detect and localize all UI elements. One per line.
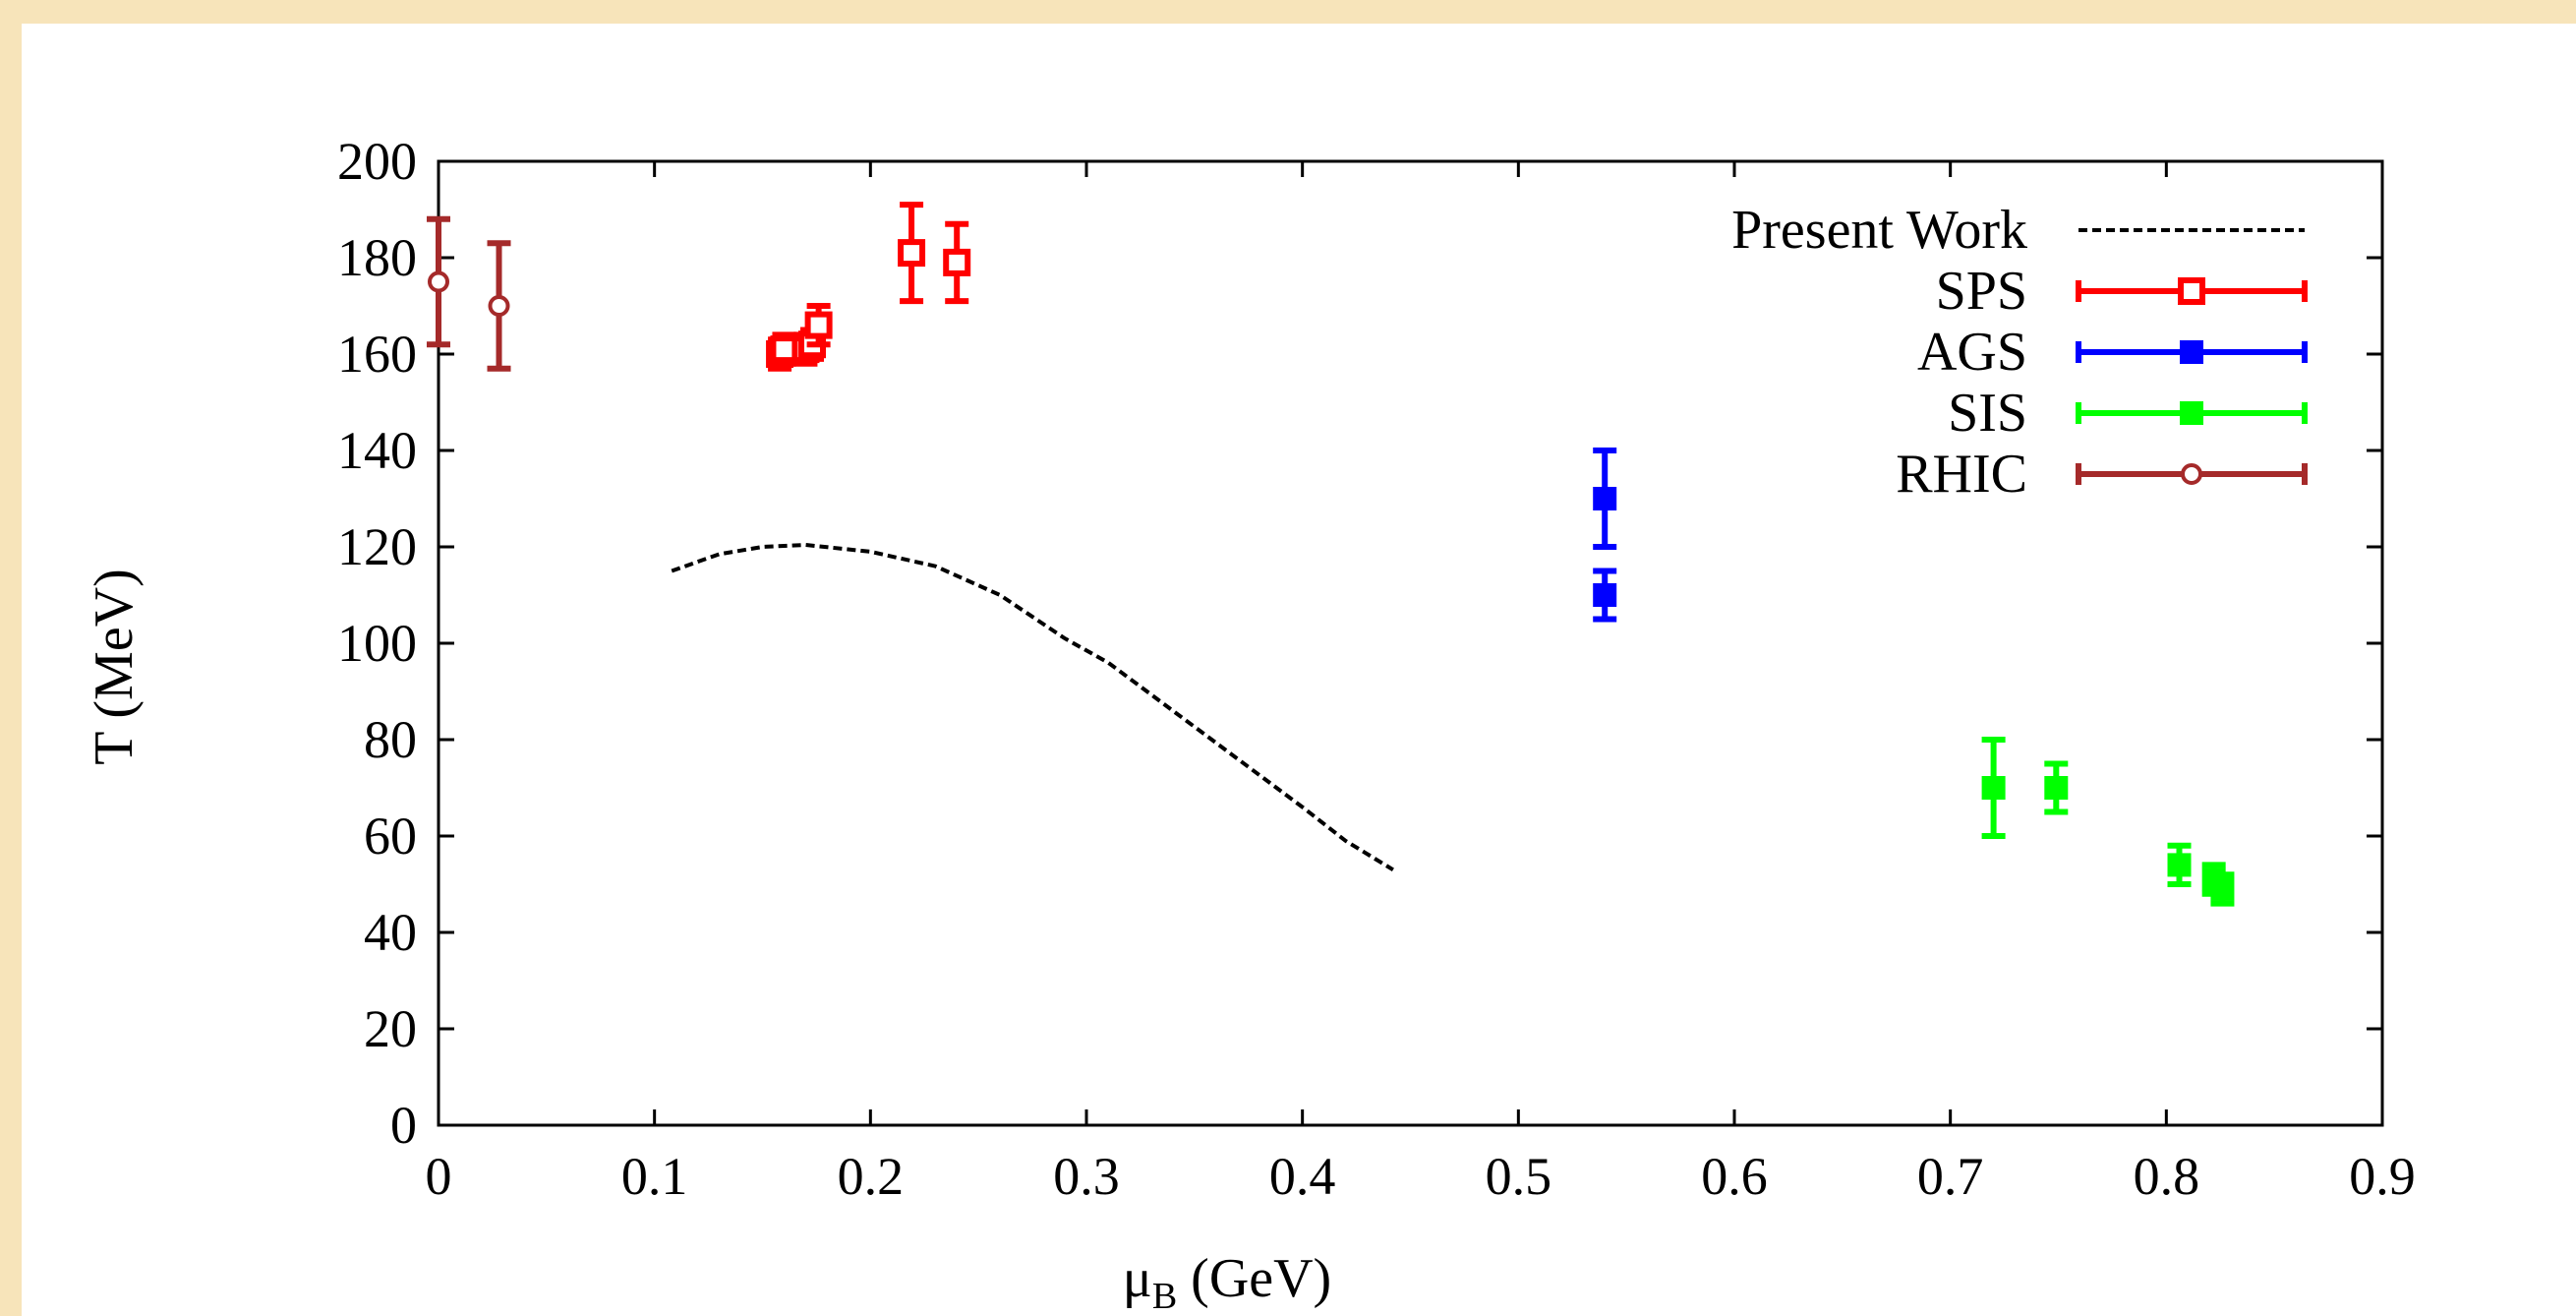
marker [1593,487,1617,510]
y-tick-label: 60 [364,807,417,866]
data-point-sis [2210,871,2235,907]
plot-area [437,159,2384,1127]
y-tick-label: 120 [337,517,417,576]
data-point-sps [804,303,833,348]
y-axis-label: T (MeV) [84,568,145,765]
legend-label: RHIC [1896,444,2027,505]
legend-entry-ags: AGS [1917,322,2308,383]
legend-marker [2180,401,2203,425]
legend-entry-sps: SPS [1936,261,2308,322]
series-sis [1981,737,2235,907]
legend-entry-sis: SIS [1948,383,2308,444]
x-axis-ticks: 0 0.1 0.2 0.3 0.4 0.5 0.6 0.7 0.8 0.9 [426,161,2416,1206]
x-tick-label: 0.5 [1486,1147,1552,1206]
y-tick-label: 40 [364,903,417,962]
marker [898,239,926,268]
legend-marker [2180,340,2203,364]
x-axis-label-unit: (GeV) [1177,1248,1331,1309]
x-tick-label: 0.4 [1269,1147,1336,1206]
legend-entry-present-work: Present Work [1731,200,2305,261]
x-axis-label-symbol: μ [1123,1248,1152,1309]
x-tick-label: 0.3 [1053,1147,1120,1206]
marker [428,270,449,293]
chart-frame: 0 20 40 60 80 100 120 140 160 180 200 0 0.1 0.2 0.3 0.… [22,24,2576,1316]
marker [488,295,510,317]
data-point-sis [1981,737,2006,839]
y-tick-label: 200 [337,132,417,191]
legend-marker [2178,277,2205,305]
y-tick-label: 180 [337,228,417,287]
y-tick-label: 140 [337,421,417,480]
data-point-rhic [427,215,450,348]
legend-marker [2181,463,2202,485]
x-tick-label: 0.2 [838,1147,905,1206]
y-tick-label: 100 [337,614,417,673]
x-axis-label-subscript: B [1152,1276,1177,1316]
x-tick-label: 0.1 [621,1147,688,1206]
marker [1593,583,1617,607]
data-point-ags [1593,568,1617,623]
y-tick-label: 0 [390,1096,417,1155]
x-axis-label: μB (GeV) [1123,1248,1331,1316]
legend-label: Present Work [1731,200,2027,261]
marker [804,311,833,339]
marker [2210,876,2235,901]
marker [943,248,971,276]
y-axis-ticks: 0 20 40 60 80 100 120 140 160 180 200 [337,132,2382,1155]
marker [2044,776,2069,800]
series-rhic [427,215,511,372]
data-point-sps [770,331,798,367]
marker [2167,853,2192,877]
y-tick-label: 20 [364,999,417,1058]
x-tick-label: 0.8 [2134,1147,2200,1206]
data-point-sis [2167,842,2192,887]
curve-present-work [671,542,1394,872]
marker [1981,776,2006,800]
legend-label: AGS [1917,322,2027,383]
y-tick-label: 160 [337,325,417,384]
legend-label: SPS [1936,261,2027,322]
legend-label: SIS [1948,383,2027,444]
data-point-sis [2044,760,2069,815]
x-tick-label: 0.6 [1701,1147,1768,1206]
x-tick-label: 0.9 [2349,1147,2416,1206]
legend-entry-rhic: RHIC [1896,444,2308,505]
series-ags [1593,448,1617,623]
data-point-sps [943,220,971,305]
x-tick-label: 0 [426,1147,452,1206]
series-present-work [671,542,1394,872]
x-tick-label: 0.7 [1917,1147,1984,1206]
series-sps [766,202,971,372]
marker [770,335,798,364]
data-point-rhic [487,240,511,372]
plot-border [437,159,2384,1127]
data-point-sps [898,202,926,305]
data-point-ags [1593,448,1617,550]
y-tick-label: 80 [364,710,417,769]
data-series [427,202,2235,907]
chart-canvas: 0 20 40 60 80 100 120 140 160 180 200 0 0.1 0.2 0.3 0.… [84,132,2416,1316]
